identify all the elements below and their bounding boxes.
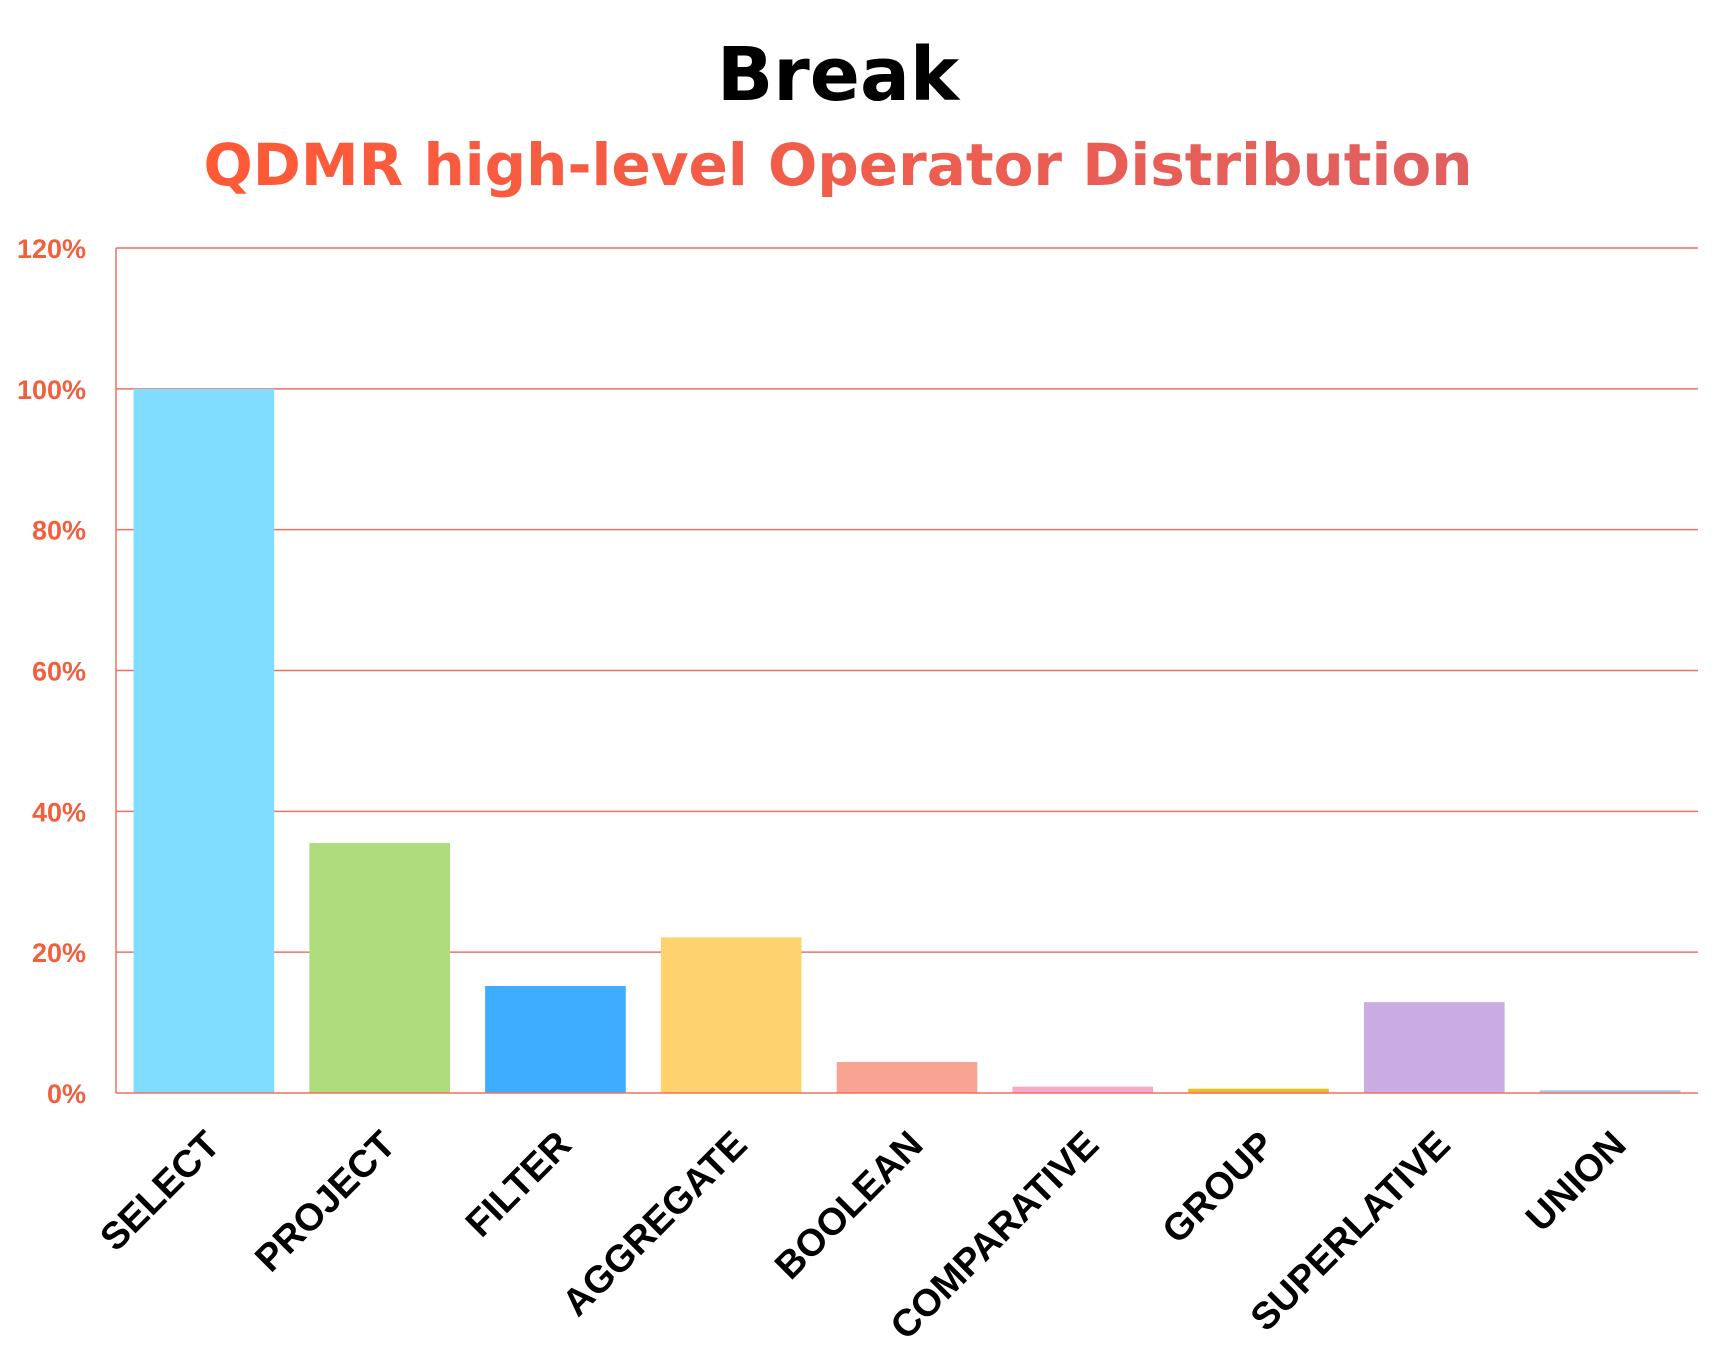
bar-boolean	[836, 1062, 978, 1093]
y-tick-label: 20%	[32, 938, 86, 968]
bar-filter	[485, 985, 626, 1093]
gridlines	[116, 247, 1698, 953]
x-tick-label: PROJECT	[247, 1124, 404, 1281]
x-tick-label: UNION	[1518, 1124, 1634, 1240]
bars	[133, 388, 1681, 1093]
chart-subtitle: QDMR high-level Operator Distribution	[203, 131, 1472, 199]
chart-title: Break	[717, 32, 961, 118]
x-tick-label: SELECT	[93, 1124, 229, 1260]
bar-select	[133, 388, 275, 1093]
y-tick-label: 100%	[17, 375, 86, 405]
bar-comparative	[1012, 1086, 1154, 1093]
x-tick-label: AGGREGATE	[555, 1124, 756, 1325]
y-tick-label: 60%	[32, 657, 86, 687]
x-tick-label: GROUP	[1155, 1124, 1283, 1252]
y-axis-tick-labels: 0% 20% 40% 60% 80% 100% 120%	[17, 234, 86, 1109]
y-tick-label: 120%	[17, 234, 86, 264]
axes	[115, 248, 1698, 1094]
x-tick-label: FILTER	[458, 1124, 580, 1246]
y-tick-label: 80%	[32, 516, 86, 546]
bar-group	[1188, 1088, 1329, 1093]
y-tick-label: 40%	[32, 797, 86, 827]
bar-superlative	[1364, 1002, 1505, 1093]
bar-project	[309, 843, 450, 1093]
bar-aggregate	[660, 937, 802, 1093]
bar-union	[1539, 1090, 1681, 1093]
y-tick-label: 0%	[47, 1079, 86, 1109]
x-tick-label: BOOLEAN	[767, 1124, 931, 1288]
